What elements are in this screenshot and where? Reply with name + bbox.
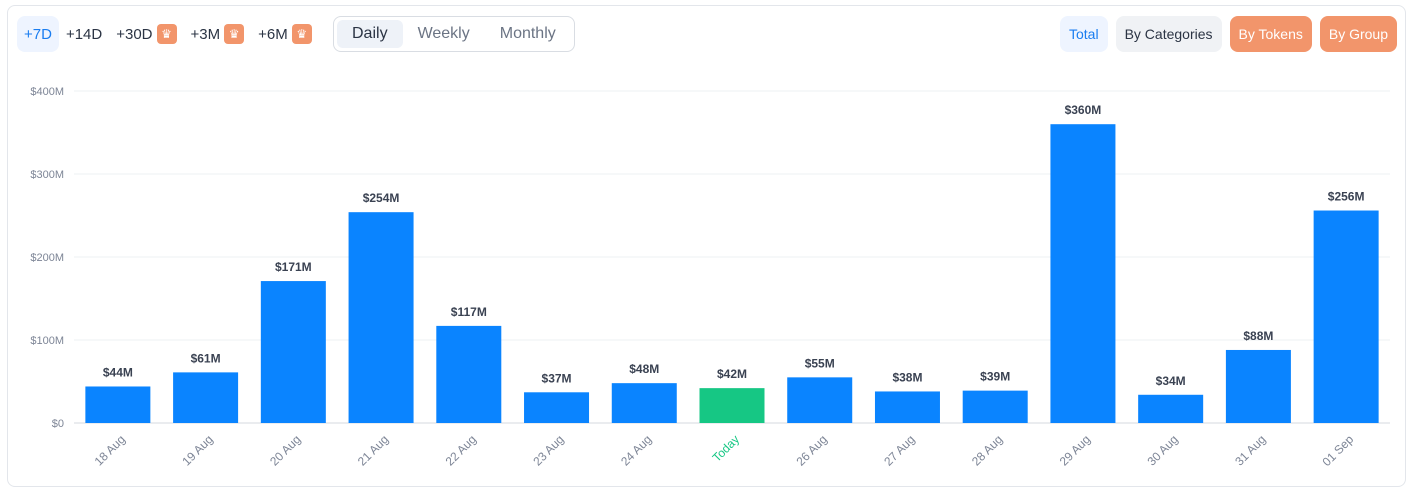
x-tick-label: 01 Sep: [1319, 432, 1356, 469]
data-label: $254M: [363, 191, 400, 205]
x-tick-label: 23 Aug: [530, 432, 566, 468]
x-tick-label: 31 Aug: [1232, 432, 1268, 468]
range-6m[interactable]: +6M ♛: [251, 16, 319, 52]
y-tick-label: $200M: [30, 252, 64, 264]
y-tick-label: $400M: [30, 86, 64, 98]
x-tick-label: Today: [710, 432, 743, 465]
period-toggle: Daily Weekly Monthly: [333, 16, 575, 52]
range-label: +6M: [258, 25, 288, 43]
bar: [1138, 394, 1204, 423]
by-tokens-button[interactable]: By Tokens: [1229, 16, 1312, 52]
bar: [85, 386, 151, 423]
y-tick-label: $0: [52, 418, 64, 430]
x-tick-label: 19 Aug: [179, 432, 215, 468]
data-label: $48M: [629, 362, 659, 376]
by-group-button[interactable]: By Group: [1319, 16, 1397, 52]
weekly-tab[interactable]: Weekly: [417, 25, 470, 42]
daily-tab[interactable]: Daily: [337, 20, 403, 48]
bar: [436, 325, 502, 423]
data-label: $88M: [1243, 329, 1273, 343]
by-categories-button[interactable]: By Categories: [1115, 16, 1222, 52]
x-tick-label: 20 Aug: [267, 432, 303, 468]
x-tick-label: 29 Aug: [1057, 432, 1093, 468]
data-label: $61M: [191, 351, 221, 365]
range-30d[interactable]: +30D ♛: [109, 16, 183, 52]
data-label: $117M: [451, 305, 487, 319]
data-label: $34M: [1156, 374, 1186, 388]
data-label: $55M: [805, 356, 835, 370]
range-label: +3M: [190, 25, 221, 43]
data-label: $44M: [103, 365, 133, 379]
bar: [524, 392, 590, 423]
bar: [173, 372, 239, 423]
y-tick-label: $300M: [30, 169, 64, 181]
data-label: $256M: [1328, 190, 1365, 204]
x-tick-label: 18 Aug: [92, 432, 128, 468]
range-label: +14D: [65, 25, 103, 43]
data-label: $38M: [892, 370, 922, 384]
crown-icon: ♛: [156, 24, 177, 44]
crown-icon: ♛: [291, 24, 312, 44]
x-tick-label: 22 Aug: [443, 432, 479, 468]
bar: [874, 391, 940, 423]
x-tick-label: 28 Aug: [969, 432, 1005, 468]
bar: [1313, 210, 1379, 423]
monthly-tab[interactable]: Monthly: [499, 25, 556, 42]
range-3m[interactable]: +3M ♛: [184, 16, 252, 52]
bar: [260, 281, 326, 423]
data-label: $360M: [1065, 103, 1102, 117]
x-tick-label: 21 Aug: [355, 432, 391, 468]
data-label: $171M: [275, 260, 312, 274]
bar: [699, 388, 765, 423]
time-range-selector: +7D +14D +30D ♛ +3M ♛ +6M ♛: [17, 16, 319, 52]
range-14d[interactable]: +14D: [59, 16, 109, 52]
total-button[interactable]: Total: [1060, 16, 1108, 52]
bar: [962, 390, 1028, 423]
x-tick-label: 26 Aug: [794, 432, 830, 468]
bar: [1050, 124, 1116, 423]
range-label: +7D: [24, 25, 52, 43]
bar: [611, 383, 677, 423]
bar: [348, 212, 414, 423]
data-label: $42M: [717, 367, 747, 381]
crown-icon: ♛: [224, 24, 245, 44]
x-tick-label: 27 Aug: [881, 432, 917, 468]
x-tick-label: 30 Aug: [1144, 432, 1180, 468]
range-7d[interactable]: +7D: [17, 16, 59, 52]
data-label: $37M: [542, 371, 572, 385]
y-tick-label: $100M: [30, 335, 64, 347]
data-label: $39M: [980, 370, 1010, 384]
view-mode-buttons: Total By Categories By Tokens By Group: [1060, 16, 1397, 52]
range-label: +30D: [116, 25, 153, 43]
bar: [1225, 349, 1291, 423]
bar: [787, 377, 853, 423]
x-tick-label: 24 Aug: [618, 432, 654, 468]
